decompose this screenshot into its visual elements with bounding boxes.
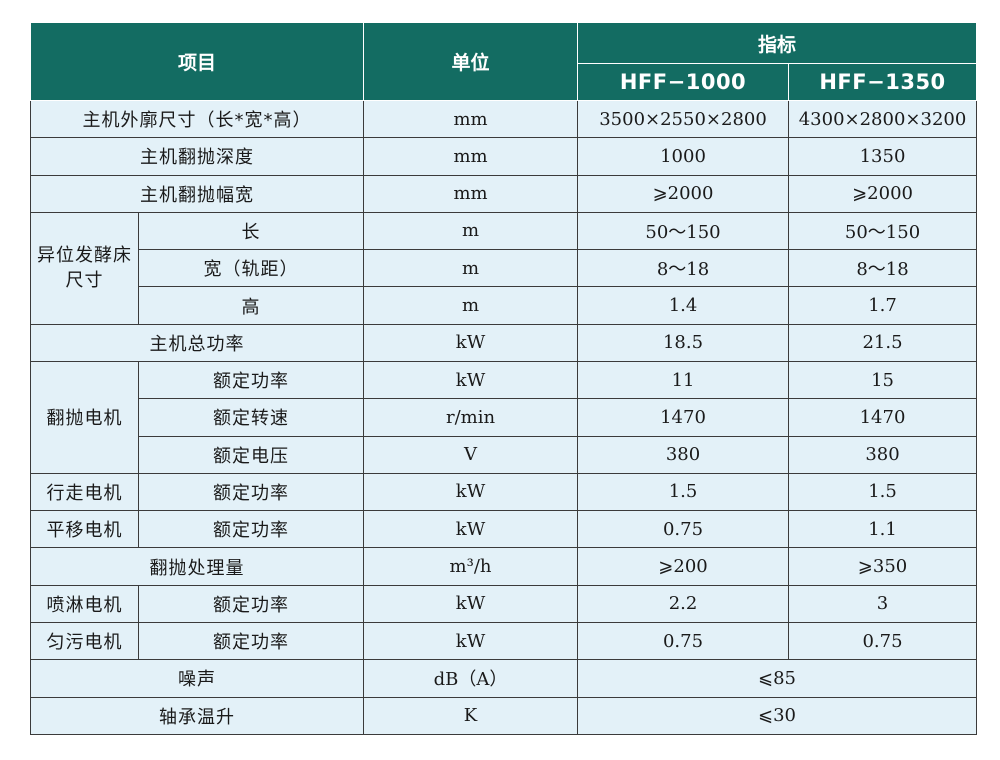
row-value-hff1350: 3 bbox=[788, 584, 978, 623]
row-label: 额定电压 bbox=[137, 435, 365, 474]
row-label: 高 bbox=[137, 286, 365, 325]
row-value-hff1350: 1.5 bbox=[788, 472, 978, 512]
row-label: 宽（轨距） bbox=[137, 249, 365, 288]
row-value-hff1000: 3500×2550×2800 bbox=[577, 99, 790, 139]
table-row: 行走电机 额定功率 kW 1.5 1.5 bbox=[30, 472, 978, 512]
row-value-hff1000: ⩾2000 bbox=[577, 174, 790, 213]
row-unit: mm bbox=[363, 99, 579, 139]
row-value-hff1000: 1.5 bbox=[577, 472, 790, 512]
row-value-hff1350: 380 bbox=[788, 435, 978, 474]
group-label: 翻抛电机 bbox=[30, 360, 139, 474]
row-value-shared: ⩽85 bbox=[577, 659, 978, 698]
table-row: 平移电机 额定功率 kW 0.75 1.1 bbox=[30, 510, 978, 549]
group-label: 行走电机 bbox=[30, 472, 139, 512]
group-label: 喷淋电机 bbox=[30, 584, 139, 623]
group-label: 异位发酵床尺寸 bbox=[30, 211, 139, 325]
table-row: 主机翻抛幅宽 mm ⩾2000 ⩾2000 bbox=[29, 174, 978, 213]
row-unit: kW bbox=[363, 360, 579, 400]
row-value-hff1000: 0.75 bbox=[577, 621, 790, 661]
table-row: 翻抛处理量 m³/h ⩾200 ⩾350 bbox=[29, 547, 978, 586]
row-unit: K bbox=[363, 696, 579, 735]
table-row: 噪声 dB（A） ⩽85 bbox=[29, 659, 978, 698]
row-value-hff1000: 8～18 bbox=[577, 249, 790, 288]
table-row: 喷淋电机 额定功率 kW 2.2 3 bbox=[30, 584, 978, 623]
row-value-shared: ⩽30 bbox=[577, 696, 978, 735]
row-label: 额定功率 bbox=[137, 510, 365, 549]
header-spec: 指标 bbox=[577, 22, 978, 64]
row-value-hff1350: ⩾350 bbox=[788, 547, 978, 586]
row-unit: kW bbox=[363, 472, 579, 512]
group-label: 平移电机 bbox=[30, 510, 139, 549]
header-unit: 单位 bbox=[363, 22, 579, 101]
table-row: 轴承温升 K ⩽30 bbox=[29, 696, 978, 735]
row-value-hff1350: 1350 bbox=[788, 137, 978, 176]
table-row: 主机翻抛深度 mm 1000 1350 bbox=[29, 137, 978, 176]
row-unit: r/min bbox=[363, 398, 579, 437]
spec-table: 项目 单位 指标 HFF−1000 HFF−1350 主机外廓尺寸（长*宽*高）… bbox=[29, 22, 978, 735]
row-value-hff1350: 50～150 bbox=[788, 211, 978, 251]
row-value-hff1000: 1470 bbox=[577, 398, 790, 437]
row-unit: m bbox=[363, 286, 579, 325]
row-unit: kW bbox=[363, 584, 579, 623]
row-label: 主机外廓尺寸（长*宽*高） bbox=[29, 99, 365, 139]
table-row: 额定电压 V 380 380 bbox=[31, 435, 978, 474]
row-value-hff1000: ⩾200 bbox=[577, 547, 790, 586]
row-value-hff1000: 1.4 bbox=[577, 286, 790, 325]
row-value-hff1000: 1000 bbox=[577, 137, 790, 176]
row-unit: kW bbox=[363, 510, 579, 549]
row-label: 额定功率 bbox=[137, 472, 365, 512]
row-value-hff1000: 0.75 bbox=[577, 510, 790, 549]
row-value-hff1350: 1470 bbox=[788, 398, 978, 437]
row-value-hff1350: 0.75 bbox=[788, 621, 978, 661]
table-row: 主机外廓尺寸（长*宽*高） mm 3500×2550×2800 4300×280… bbox=[29, 99, 978, 139]
table-row: 额定转速 r/min 1470 1470 bbox=[31, 398, 978, 437]
row-label: 长 bbox=[137, 211, 365, 251]
row-value-hff1000: 50～150 bbox=[577, 211, 790, 251]
row-value-hff1000: 380 bbox=[577, 435, 790, 474]
row-label: 主机翻抛幅宽 bbox=[29, 174, 365, 213]
row-unit: kW bbox=[363, 621, 579, 661]
row-unit: m bbox=[363, 249, 579, 288]
row-value-hff1350: 15 bbox=[788, 360, 978, 400]
row-label: 主机总功率 bbox=[29, 323, 365, 362]
row-label: 额定功率 bbox=[137, 584, 365, 623]
row-value-hff1350: 1.1 bbox=[788, 510, 978, 549]
row-label: 额定功率 bbox=[137, 621, 365, 661]
row-unit: dB（A） bbox=[363, 659, 579, 698]
row-value-hff1000: 11 bbox=[577, 360, 790, 400]
row-unit: kW bbox=[363, 323, 579, 362]
table-row: 匀污电机 额定功率 kW 0.75 0.75 bbox=[30, 621, 978, 661]
row-label: 额定功率 bbox=[137, 360, 365, 400]
row-label: 翻抛处理量 bbox=[29, 547, 365, 586]
table-row: 翻抛电机 额定功率 kW 11 15 bbox=[30, 360, 978, 474]
row-label: 噪声 bbox=[29, 659, 365, 698]
table-row: 异位发酵床尺寸 长 m 50～150 50～150 bbox=[30, 211, 978, 325]
row-value-hff1350: 21.5 bbox=[788, 323, 978, 362]
row-label: 主机翻抛深度 bbox=[29, 137, 365, 176]
header-model-hff1000: HFF−1000 bbox=[577, 63, 790, 101]
row-value-hff1350: ⩾2000 bbox=[788, 174, 978, 213]
row-unit: m³/h bbox=[363, 547, 579, 586]
row-unit: mm bbox=[363, 137, 579, 176]
row-value-hff1350: 8～18 bbox=[788, 249, 978, 288]
row-value-hff1350: 4300×2800×3200 bbox=[788, 99, 978, 139]
row-value-hff1000: 18.5 bbox=[577, 323, 790, 362]
table-row: 高 m 1.4 1.7 bbox=[31, 286, 978, 325]
row-value-hff1350: 1.7 bbox=[788, 286, 978, 325]
row-value-hff1000: 2.2 bbox=[577, 584, 790, 623]
row-label: 额定转速 bbox=[137, 398, 365, 437]
row-unit: m bbox=[363, 211, 579, 251]
table-row: 宽（轨距） m 8～18 8～18 bbox=[31, 249, 978, 288]
header-item: 项目 bbox=[29, 22, 365, 101]
row-label: 轴承温升 bbox=[29, 696, 365, 735]
row-unit: V bbox=[363, 435, 579, 474]
header-model-hff1350: HFF−1350 bbox=[788, 63, 978, 101]
group-label: 匀污电机 bbox=[30, 621, 139, 661]
table-row: 主机总功率 kW 18.5 21.5 bbox=[29, 323, 978, 362]
row-unit: mm bbox=[363, 174, 579, 213]
